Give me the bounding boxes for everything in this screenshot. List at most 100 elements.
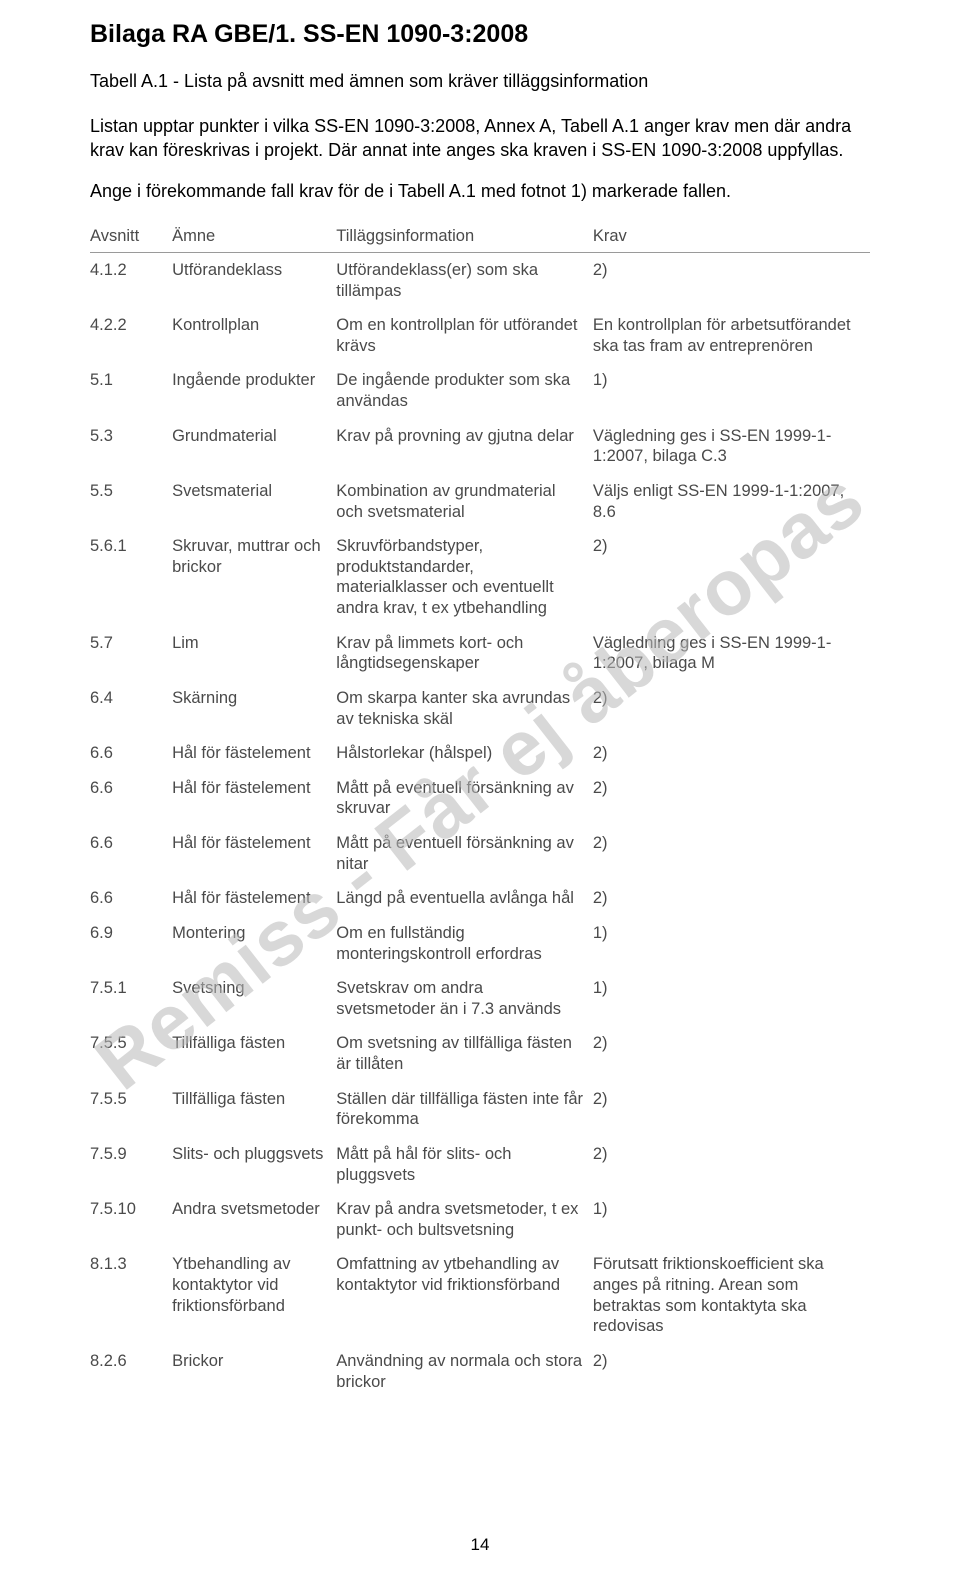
table-cell: 6.6	[90, 881, 172, 916]
table-cell: 2)	[593, 252, 870, 308]
table-cell: Ställen där tillfälliga fästen inte får …	[336, 1082, 593, 1137]
table-cell: 7.5.9	[90, 1137, 172, 1192]
table-cell: 5.5	[90, 474, 172, 529]
table-cell: 2)	[593, 1344, 870, 1399]
table-cell: Hål för fästelement	[172, 771, 336, 826]
col-header-info: Tilläggsinformation	[336, 221, 593, 253]
table-row: 7.5.1SvetsningSvetskrav om andra svetsme…	[90, 971, 870, 1026]
table-cell: 8.2.6	[90, 1344, 172, 1399]
table-row: 7.5.10Andra svetsmetoderKrav på andra sv…	[90, 1192, 870, 1247]
table-cell: Hålstorlekar (hålspel)	[336, 736, 593, 771]
table-cell: En kontrollplan för arbetsutförandet ska…	[593, 308, 870, 363]
table-cell: 5.3	[90, 419, 172, 474]
table-cell: 2)	[593, 881, 870, 916]
table-row: 4.2.2KontrollplanOm en kontrollplan för …	[90, 308, 870, 363]
table-cell: 2)	[593, 529, 870, 626]
table-cell: 2)	[593, 1137, 870, 1192]
table-cell: 5.6.1	[90, 529, 172, 626]
table-cell: Tillfälliga fästen	[172, 1026, 336, 1081]
intro-paragraph-1: Listan upptar punkter i vilka SS-EN 1090…	[90, 114, 870, 163]
table-cell: 4.1.2	[90, 252, 172, 308]
table-cell: 7.5.10	[90, 1192, 172, 1247]
table-row: 7.5.5Tillfälliga fästenStällen där tillf…	[90, 1082, 870, 1137]
page-number: 14	[0, 1535, 960, 1555]
table-cell: Skruvar, muttrar och brickor	[172, 529, 336, 626]
table-cell: Hål för fästelement	[172, 881, 336, 916]
table-cell: 1)	[593, 971, 870, 1026]
table-cell: 7.5.1	[90, 971, 172, 1026]
table-cell: Tillfälliga fästen	[172, 1082, 336, 1137]
table-row: 5.3GrundmaterialKrav på provning av gjut…	[90, 419, 870, 474]
table-cell: Utförandeklass(er) som ska tillämpas	[336, 252, 593, 308]
col-header-avsnitt: Avsnitt	[90, 221, 172, 253]
table-cell: Kombination av grundmaterial och svetsma…	[336, 474, 593, 529]
table-cell: 7.5.5	[90, 1026, 172, 1081]
table-cell: 2)	[593, 1026, 870, 1081]
table-cell: Mått på eventuell försänkning av skruvar	[336, 771, 593, 826]
table-cell: Användning av normala och stora brickor	[336, 1344, 593, 1399]
table-row: 6.6Hål för fästelementMått på eventuell …	[90, 826, 870, 881]
document-page: Bilaga RA GBE/1. SS-EN 1090-3:2008 Tabel…	[0, 0, 960, 1575]
table-row: 6.9MonteringOm en fullständig monterings…	[90, 916, 870, 971]
table-cell: 2)	[593, 1082, 870, 1137]
intro-paragraph-2: Ange i förekommande fall krav för de i T…	[90, 179, 870, 203]
table-cell: 7.5.5	[90, 1082, 172, 1137]
table-row: 6.6Hål för fästelementMått på eventuell …	[90, 771, 870, 826]
table-cell: 1)	[593, 363, 870, 418]
page-title: Bilaga RA GBE/1. SS-EN 1090-3:2008	[90, 20, 870, 49]
table-cell: Vägledning ges i SS-EN 1999-1-1:2007, bi…	[593, 419, 870, 474]
table-row: 7.5.9Slits- och pluggsvetsMått på hål fö…	[90, 1137, 870, 1192]
table-cell: De ingående produkter som ska användas	[336, 363, 593, 418]
table-cell: Krav på provning av gjutna delar	[336, 419, 593, 474]
table-row: 4.1.2UtförandeklassUtförandeklass(er) so…	[90, 252, 870, 308]
table-cell: 6.9	[90, 916, 172, 971]
table-cell: 2)	[593, 681, 870, 736]
table-cell: Mått på eventuell försänkning av nitar	[336, 826, 593, 881]
table-cell: Om en kontrollplan för utförandet krävs	[336, 308, 593, 363]
table-cell: Utförandeklass	[172, 252, 336, 308]
table-cell: Om svetsning av tillfälliga fästen är ti…	[336, 1026, 593, 1081]
table-header-row: Avsnitt Ämne Tilläggsinformation Krav	[90, 221, 870, 253]
table-cell: 2)	[593, 736, 870, 771]
table-cell: Grundmaterial	[172, 419, 336, 474]
table-cell: Krav på andra svetsmetoder, t ex punkt- …	[336, 1192, 593, 1247]
table-cell: Längd på eventuella avlånga hål	[336, 881, 593, 916]
table-cell: Brickor	[172, 1344, 336, 1399]
table-body: 4.1.2UtförandeklassUtförandeklass(er) so…	[90, 252, 870, 1399]
table-caption: Tabell A.1 - Lista på avsnitt med ämnen …	[90, 71, 870, 92]
table-row: 5.1Ingående produkterDe ingående produkt…	[90, 363, 870, 418]
table-cell: 8.1.3	[90, 1247, 172, 1344]
table-row: 7.5.5Tillfälliga fästenOm svetsning av t…	[90, 1026, 870, 1081]
table-row: 5.7LimKrav på limmets kort- och långtids…	[90, 626, 870, 681]
table-cell: Om skarpa kanter ska avrundas av teknisk…	[336, 681, 593, 736]
table-row: 6.6Hål för fästelementLängd på eventuell…	[90, 881, 870, 916]
table-row: 8.2.6BrickorAnvändning av normala och st…	[90, 1344, 870, 1399]
requirements-table: Avsnitt Ämne Tilläggsinformation Krav 4.…	[90, 221, 870, 1399]
table-row: 6.4SkärningOm skarpa kanter ska avrundas…	[90, 681, 870, 736]
col-header-amne: Ämne	[172, 221, 336, 253]
table-cell: 4.2.2	[90, 308, 172, 363]
table-cell: 6.6	[90, 771, 172, 826]
table-cell: 2)	[593, 771, 870, 826]
table-cell: 5.7	[90, 626, 172, 681]
table-cell: Svetskrav om andra svetsmetoder än i 7.3…	[336, 971, 593, 1026]
table-cell: Svetsmaterial	[172, 474, 336, 529]
table-cell: Kontrollplan	[172, 308, 336, 363]
table-cell: Mått på hål för slits- och pluggsvets	[336, 1137, 593, 1192]
table-cell: 1)	[593, 1192, 870, 1247]
table-cell: 6.6	[90, 826, 172, 881]
table-cell: Väljs enligt SS-EN 1999-1-1:2007, 8.6	[593, 474, 870, 529]
table-cell: Slits- och pluggsvets	[172, 1137, 336, 1192]
table-cell: 6.6	[90, 736, 172, 771]
table-cell: Hål för fästelement	[172, 736, 336, 771]
table-cell: 6.4	[90, 681, 172, 736]
table-cell: Montering	[172, 916, 336, 971]
table-cell: Skärning	[172, 681, 336, 736]
table-cell: Krav på limmets kort- och långtidsegensk…	[336, 626, 593, 681]
table-cell: Lim	[172, 626, 336, 681]
table-cell: Skruvförbandstyper, produktstandarder, m…	[336, 529, 593, 626]
table-cell: 2)	[593, 826, 870, 881]
table-container: Remiss - Får ej åberopas Avsnitt Ämne Ti…	[90, 221, 870, 1399]
table-row: 5.6.1Skruvar, muttrar och brickorSkruvfö…	[90, 529, 870, 626]
table-cell: Hål för fästelement	[172, 826, 336, 881]
